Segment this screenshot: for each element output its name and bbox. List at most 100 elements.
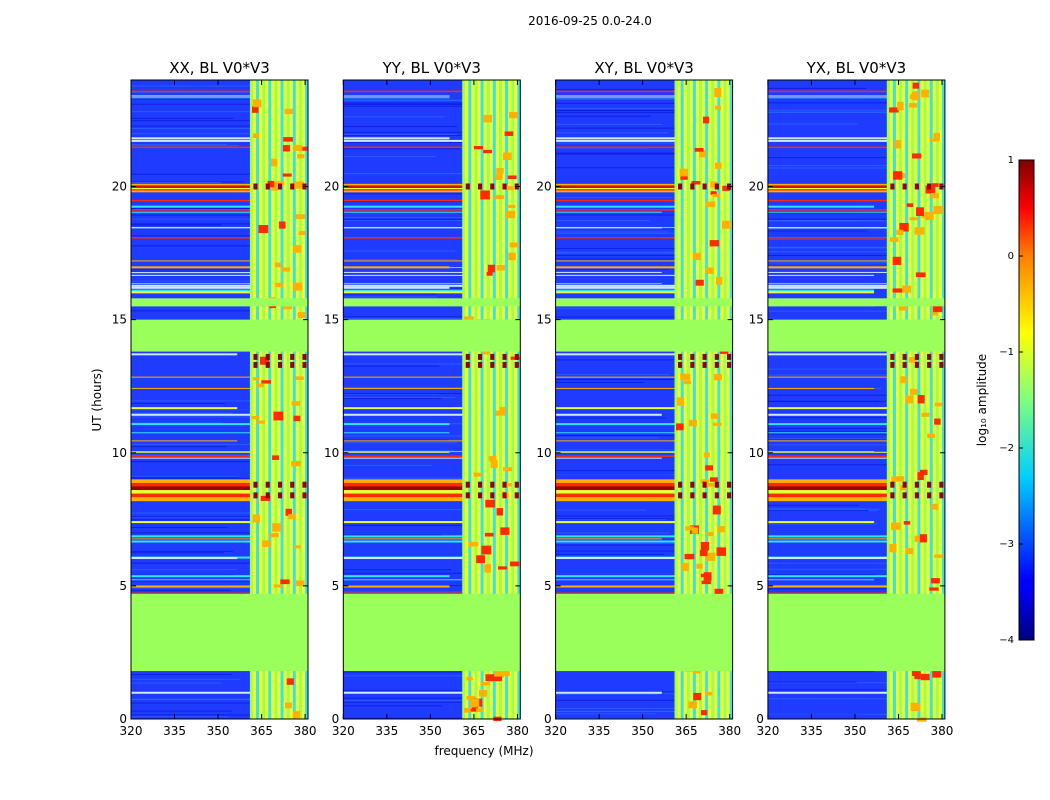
rfi-blob — [285, 508, 292, 516]
channel-stripe — [298, 80, 302, 719]
channel-stripe — [462, 80, 466, 719]
strong-rfi-band — [767, 497, 945, 502]
strong-rfi-band — [131, 187, 308, 190]
rfi-blob — [714, 88, 722, 97]
noise-row — [131, 181, 244, 183]
noise-row — [131, 476, 240, 478]
rfi-blob — [483, 114, 493, 123]
rfi-blob — [284, 108, 293, 115]
noise-row — [767, 87, 867, 89]
rfi-blob — [507, 175, 517, 179]
colorbar-tick-label: −4 — [999, 635, 1014, 646]
panel-title: YX, BL V0*V3 — [806, 59, 907, 77]
noise-row — [555, 374, 670, 376]
rfi-blob — [714, 588, 724, 596]
noise-row — [555, 98, 718, 100]
rfi-blob — [696, 563, 703, 569]
rfi-line — [555, 291, 733, 294]
strong-rfi-band — [343, 497, 521, 502]
strong-rfi-band — [767, 490, 945, 495]
rfi-line — [767, 284, 945, 287]
panel-title: XY, BL V0*V3 — [594, 59, 694, 77]
rfi-blob — [272, 523, 282, 532]
rfi-blob — [931, 578, 940, 584]
flagged-region — [131, 298, 308, 307]
noise-row — [343, 316, 491, 318]
rfi-line — [767, 407, 945, 410]
rfi-strong-block — [690, 492, 695, 499]
noise-row — [131, 409, 256, 411]
noise-row — [767, 251, 934, 253]
strong-rfi-band — [343, 189, 521, 191]
red-rfi-line — [767, 592, 945, 595]
rfi-strong-block — [927, 361, 932, 368]
red-rfi-line — [555, 237, 733, 239]
rfi-blob — [499, 406, 507, 413]
y-tick-label: 10 — [536, 446, 551, 460]
x-tick-label: 335 — [375, 724, 398, 738]
noise-row — [131, 710, 232, 712]
noise-row — [131, 569, 237, 571]
rfi-blob — [931, 183, 939, 187]
x-tick-label: 365 — [675, 724, 698, 738]
rfi-line — [767, 535, 945, 538]
rfi-line — [767, 137, 945, 140]
rfi-blob — [494, 173, 503, 180]
noise-row — [767, 139, 886, 141]
strong-rfi-band — [555, 189, 733, 191]
rfi-strong-block — [678, 183, 683, 190]
rfi-blob — [688, 419, 698, 427]
channel-stripe — [923, 80, 927, 719]
strong-rfi-band — [343, 486, 521, 491]
rfi-line — [131, 353, 238, 356]
strong-rfi-band — [343, 186, 521, 189]
noise-row — [343, 148, 461, 150]
rfi-blob — [700, 541, 710, 551]
rfi-strong-block — [678, 481, 683, 488]
y-tick-label: 15 — [536, 313, 551, 327]
noise-row — [555, 153, 721, 155]
channel-stripe — [692, 80, 696, 719]
noise-row — [131, 400, 276, 402]
red-rfi-line — [343, 90, 521, 93]
rfi-blob — [916, 207, 924, 216]
noise-row — [555, 123, 662, 125]
rfi-line — [343, 579, 521, 581]
noise-row — [131, 133, 305, 135]
noise-row — [131, 223, 257, 225]
noise-row — [343, 464, 433, 466]
rfi-line — [131, 440, 238, 442]
noise-row — [555, 550, 693, 552]
rfi-strong-block — [277, 361, 283, 368]
noise-row — [131, 268, 280, 270]
rfi-blob — [274, 262, 282, 268]
noise-row — [343, 102, 503, 104]
rfi-line — [343, 137, 450, 140]
noise-row — [343, 442, 458, 444]
rfi-line — [131, 413, 308, 416]
noise-row — [767, 510, 869, 512]
x-tick-label: 365 — [462, 724, 485, 738]
rfi-strong-block — [902, 481, 907, 488]
rfi-line — [555, 283, 662, 285]
rfi-strong-block — [702, 183, 707, 190]
rfi-blob — [296, 154, 305, 159]
noise-row — [343, 398, 442, 400]
rfi-strong-block — [502, 183, 507, 190]
colorbar-tick-label: 1 — [1008, 155, 1014, 166]
rfi-blob — [919, 534, 927, 543]
strong-rfi-band — [131, 189, 308, 191]
strong-rfi-band — [131, 186, 308, 189]
noise-row — [343, 296, 438, 298]
rfi-line — [767, 211, 945, 213]
channel-stripe — [268, 80, 272, 719]
rfi-strong-block — [902, 353, 907, 360]
rfi-line — [555, 457, 662, 459]
strong-rfi-band — [555, 186, 733, 189]
rfi-strong-block — [914, 353, 919, 360]
noise-row — [555, 132, 669, 134]
rfi-blob — [273, 584, 283, 588]
rfi-blob — [932, 669, 942, 678]
rfi-line — [555, 691, 662, 694]
rfi-blob — [259, 356, 270, 365]
